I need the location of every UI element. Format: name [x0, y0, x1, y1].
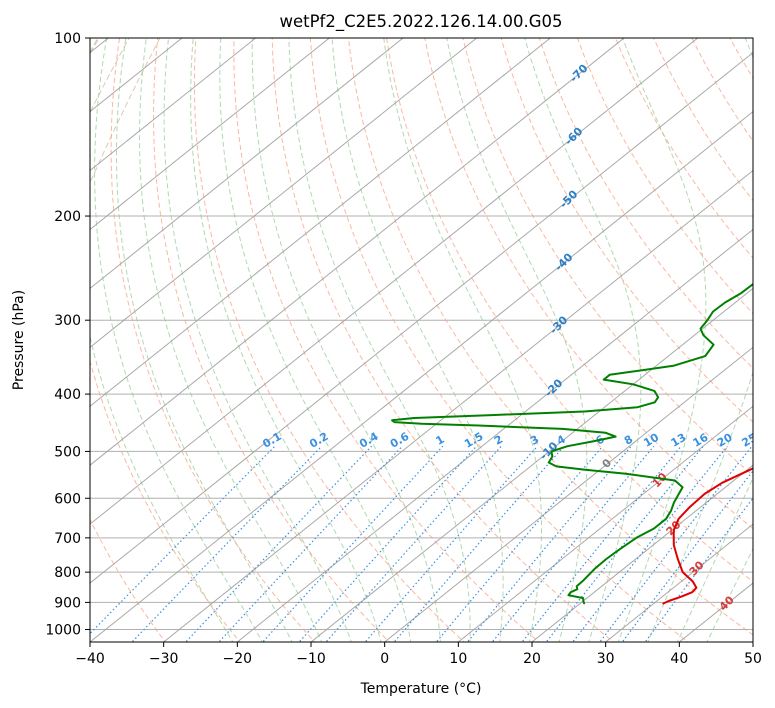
mixing-ratio-label: 25	[740, 431, 760, 450]
mixing-ratio-line-3	[218, 445, 403, 642]
dry-adiabat-290	[233, 38, 540, 642]
y-tick-label: 500	[54, 444, 81, 460]
isotherm--60	[90, 38, 699, 525]
dry-adiabat-300	[271, 38, 615, 642]
moist-adiabat-16	[331, 38, 504, 642]
dry-adiabat-240	[90, 518, 166, 642]
isotherm-10	[457, 405, 753, 642]
isotherm--70	[90, 38, 625, 466]
plot-frame	[89, 37, 754, 643]
x-tick-label: 0	[380, 651, 389, 667]
chart-title: wetPf2_C2E5.2022.126.14.00.G05	[279, 12, 562, 32]
moist-adiabat-32	[617, 38, 707, 642]
isotherm--40	[90, 110, 753, 642]
dry-adiabat-280	[193, 38, 465, 642]
x-tick-label: −40	[75, 651, 105, 667]
y-tick-label: 400	[54, 387, 81, 403]
x-tick-label: 10	[449, 651, 467, 667]
y-tick-label: 900	[54, 595, 81, 611]
dry-adiabat-340	[424, 38, 753, 530]
isotherm--110	[90, 38, 331, 231]
y-tick-label: 300	[54, 313, 81, 329]
mixing-ratio-line-4	[261, 445, 444, 642]
moist-adiabat-12	[288, 38, 471, 642]
x-tick-label: 30	[597, 651, 615, 667]
dry-adiabat-380	[576, 38, 753, 315]
x-axis-label: Temperature (°C)	[360, 681, 482, 697]
mixing-ratio-line-17	[644, 497, 753, 642]
moist-adiabat--20	[90, 334, 234, 642]
moist-adiabat--8	[139, 38, 323, 642]
y-axis-label: Pressure (hPa)	[11, 290, 27, 390]
isotherm--80	[90, 38, 552, 407]
isotherm-30	[604, 523, 753, 642]
mixing-ratio-line-5	[298, 445, 477, 642]
x-tick-label: −10	[296, 651, 326, 667]
isotherms	[90, 38, 753, 642]
x-tick-label: −20	[223, 651, 253, 667]
isotherm--10	[310, 287, 753, 642]
mixing-ratio-line-6	[325, 445, 502, 642]
plot-area	[90, 38, 753, 642]
x-tick-label: 50	[744, 651, 762, 667]
moist-adiabat--12	[116, 38, 293, 642]
moist-adiabat-4	[219, 38, 412, 642]
dry-adiabat-270	[153, 38, 391, 642]
moist-adiabat--16	[94, 38, 264, 642]
y-tick-label: 100	[54, 31, 81, 47]
dry-adiabats	[90, 38, 753, 642]
axes: −40 −30 −20 −10 0 10 20 30 40 50 100 200 300 400 500 60…	[45, 31, 762, 667]
isotherm--120	[90, 38, 257, 172]
moist-adiabat-36	[647, 38, 753, 642]
moist-adiabats	[90, 38, 753, 642]
dry-adiabat-260	[110, 38, 316, 642]
dry-adiabat-310	[309, 38, 689, 642]
isotherm-0	[383, 346, 753, 642]
dry-adiabat-250	[90, 359, 241, 642]
y-tick-label: 700	[54, 531, 81, 547]
isotherm--90	[90, 38, 478, 348]
mixing-ratio-line-10	[466, 445, 632, 642]
dry-adiabat-370	[538, 38, 753, 369]
isotherm--30	[162, 169, 753, 642]
isotherm-20	[531, 464, 753, 642]
mixing-ratio-line-9	[435, 445, 604, 642]
dry-adiabat-330	[386, 38, 753, 583]
isotherm--50	[90, 52, 753, 584]
plot-background	[90, 38, 753, 642]
dry-adiabat-320	[347, 38, 753, 636]
isotherm--100	[90, 38, 404, 290]
mixing-ratio-line-15	[599, 445, 753, 642]
mixing-ratio-line-0	[90, 445, 276, 635]
sounding-profiles	[391, 282, 753, 605]
dewpoint-profile	[391, 282, 753, 605]
moist-adiabat-0	[190, 38, 382, 642]
moist-adiabat--4	[163, 38, 352, 642]
moist-adiabat-8	[251, 38, 441, 642]
moist-adiabat-40	[676, 476, 753, 642]
mixing-ratio-line-16	[621, 469, 753, 642]
x-tick-label: −30	[149, 651, 179, 667]
y-tick-label: 200	[54, 209, 81, 225]
mixing-ratio-line-12	[521, 445, 682, 642]
y-tick-label: 1000	[45, 622, 81, 638]
moist-adiabat-20	[383, 38, 542, 642]
y-tick-label: 600	[54, 491, 81, 507]
temperature-profile	[662, 467, 753, 605]
x-tick-label: 20	[523, 651, 541, 667]
pressure-gridlines	[90, 38, 753, 630]
mixing-ratio-line-1	[131, 445, 323, 642]
moist-adiabat-24	[446, 38, 588, 642]
mixing-ratio-lines	[90, 445, 753, 642]
mixing-ratio-line-2	[184, 445, 373, 642]
dry-adiabat-360	[500, 38, 753, 423]
y-tick-label: 800	[54, 565, 81, 581]
isotherm--20	[236, 228, 753, 642]
x-tick-label: 40	[670, 651, 688, 667]
